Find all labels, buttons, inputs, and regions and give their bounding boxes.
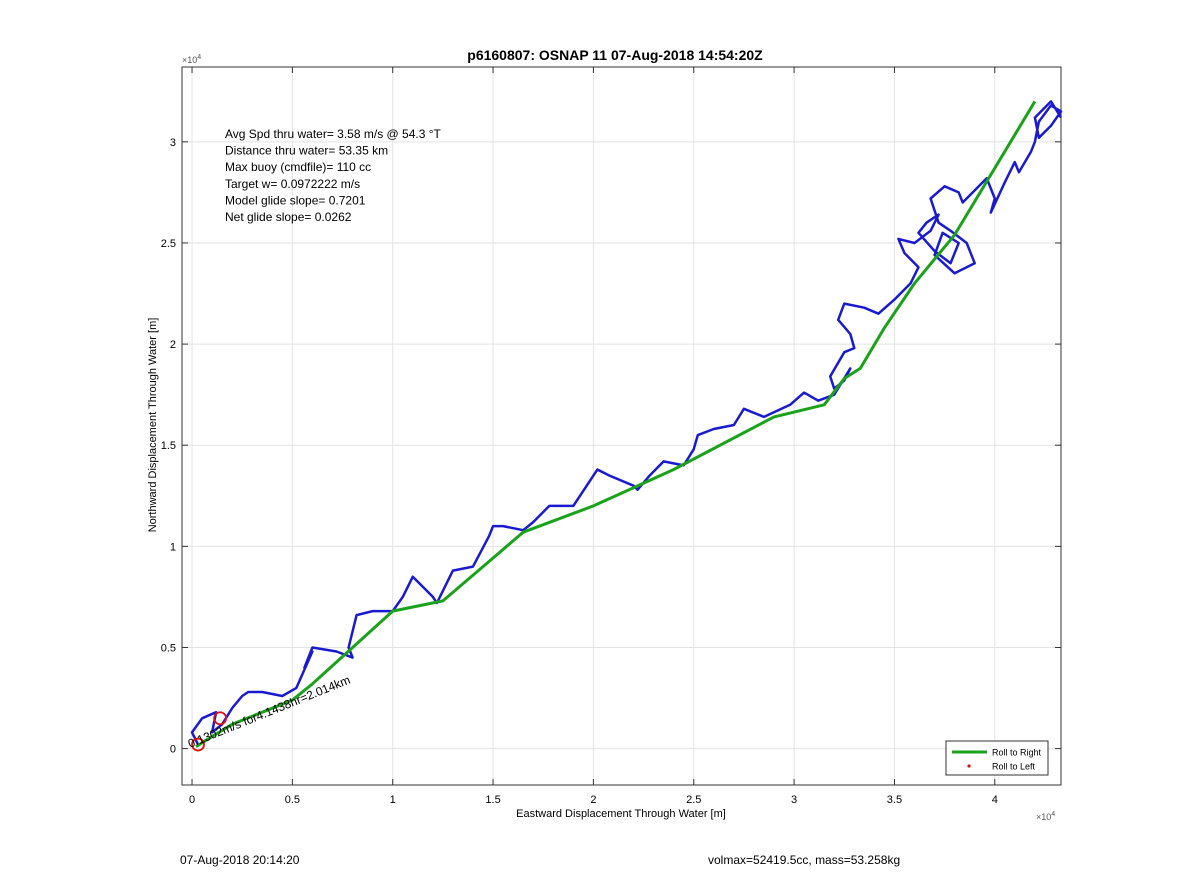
legend-label: Roll to Right [992,748,1042,758]
x-exponent-label: ×104 [1036,811,1055,822]
y-axis-label: Northward Displacement Through Water [m] [147,318,159,533]
plot-frame [181,66,1062,786]
x-tick-label: 1 [390,794,396,806]
y-tick-label: 1.5 [161,440,176,452]
x-tick-label: 3.5 [887,794,902,806]
y-tick-label: 3 [170,137,176,149]
annotations: Avg Spd thru water= 3.58 m/s @ 54.3 °T Di… [225,127,442,224]
y-tick-label: 1 [170,541,176,553]
legend: Roll to Right Roll to Left [945,740,1049,776]
footer-timestamp: 07-Aug-2018 20:14:20 [180,853,300,867]
legend-label: Roll to Left [992,762,1036,772]
markers [191,711,228,752]
legend-swatch-dot [967,764,971,768]
footer-stats: volmax=52419.5cc, mass=53.258kg [708,853,901,867]
series-group [190,100,1063,748]
annotation-line: Model glide slope= 0.7201 [225,193,366,207]
y-tick-label: 2.5 [161,238,176,250]
annotation-line: Avg Spd thru water= 3.58 m/s @ 54.3 °T [225,127,442,141]
x-axis-label: Eastward Displacement Through Water [m] [516,808,726,820]
x-tick-label: 2.5 [686,794,701,806]
y-tick-label: 0 [170,744,176,756]
marker-circle [191,737,205,752]
annotation-line: Distance thru water= 53.35 km [225,144,388,158]
axes: 0 0.5 1 1.5 2 2.5 3 3.5 4 0 0.5 1 1.5 2 2.5 3 [161,66,1062,806]
series-roll-to-right [195,100,1037,748]
chart-title: p6160807: OSNAP 11 07-Aug-2018 14:54:20Z [467,47,763,63]
x-tick-label: 0 [189,794,195,806]
grid [182,67,1061,785]
x-tick-label: 4 [992,794,998,806]
x-tick-label: 2 [590,794,596,806]
legend-box [945,740,1049,776]
y-tick-label: 0.5 [161,642,176,654]
annotation-line: Net glide slope= 0.0262 [225,210,352,224]
y-exponent-label: ×104 [182,54,201,65]
marker-circle [213,711,228,726]
x-tick-label: 1.5 [485,794,500,806]
series-track [190,100,1063,746]
annotation-line: Max buoy (cmdfile)= 110 cc [225,160,371,174]
x-tick-label: 3 [791,794,797,806]
x-tick-label: 0.5 [285,794,300,806]
y-tick-label: 2 [170,339,176,351]
segment-label: 0.1302m/s for4.1438hr=2.014km [186,673,352,751]
annotation-line: Target w= 0.0972222 m/s [225,177,360,191]
